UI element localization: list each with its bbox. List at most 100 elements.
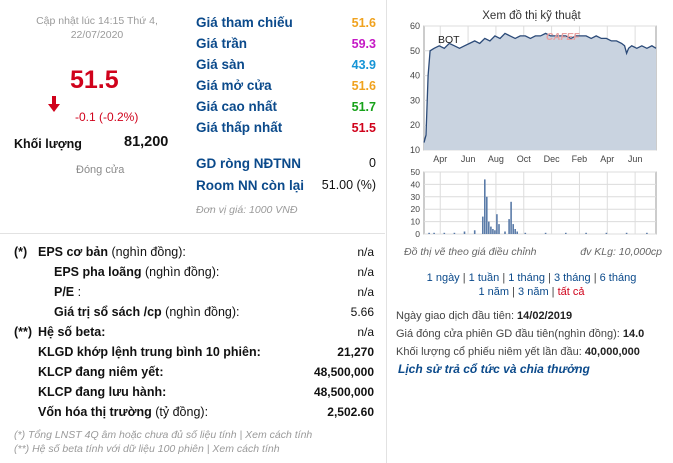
reference-label: Giá mở cửa — [196, 78, 272, 93]
foreign-investor-box: GD ròng NĐTNN 0 Room NN còn lại 51.00 (%… — [196, 152, 376, 196]
fundamental-label: Hệ số beta: — [38, 325, 357, 339]
volume-bar — [510, 201, 512, 234]
price-y-tick-label: 20 — [410, 120, 420, 130]
volume-y-tick-label: 10 — [411, 217, 421, 227]
fundamental-label: Giá trị sổ sách /cp (nghìn đồng): — [38, 305, 351, 319]
volume-bar — [544, 232, 547, 234]
period-option[interactable]: 6 tháng — [599, 272, 637, 284]
reference-value: 51.5 — [351, 120, 376, 135]
reference-price-table: Giá tham chiếu 51.6 Giá trần 59.3 Giá sàn 43.… — [196, 12, 376, 138]
price-x-tick-label: Jun — [628, 154, 643, 164]
fundamental-value: n/a — [357, 265, 374, 279]
first-price-value: 14.0 — [622, 328, 645, 340]
fundamental-row: P/E : n/a — [14, 282, 374, 302]
period-option[interactable]: 3 tháng — [553, 272, 591, 284]
first-volume-value: 40,000,000 — [584, 346, 640, 358]
reference-value: 51.6 — [351, 15, 376, 30]
volume-bar — [585, 232, 587, 234]
technical-chart-link[interactable]: Xem đồ thị kỹ thuật — [482, 10, 581, 22]
first-trade-row: Ngày giao dịch đầu tiên: 14/02/2019 — [396, 307, 668, 325]
volume-value: 81,200 — [124, 134, 169, 150]
period-option[interactable]: 1 tuần — [468, 272, 500, 284]
fundamental-label-main: Vốn hóa thị trường — [38, 405, 152, 419]
volume-bar — [453, 232, 456, 234]
period-separator: | — [544, 272, 554, 284]
period-line-1: 1 ngày | 1 tuần | 1 tháng | 3 tháng | 6 … — [390, 271, 673, 285]
fundamental-label: KLCP đang lưu hành: — [38, 385, 314, 399]
price-y-tick-label: 40 — [410, 71, 420, 81]
price-y-tick-label: 60 — [410, 21, 420, 31]
foreign-room-value: 51.00 (%) — [321, 178, 376, 192]
fundamental-row: (**) Hệ số beta: n/a — [14, 322, 374, 342]
market-status: Đóng cửa — [76, 164, 125, 176]
foreign-room-label: Room NN còn lại — [196, 177, 305, 193]
fundamental-label-main: Giá trị sổ sách /cp — [54, 305, 162, 319]
period-option[interactable]: 3 năm — [518, 286, 549, 298]
price-line — [423, 32, 657, 143]
volume-bar — [605, 232, 608, 234]
fundamental-label: P/E : — [38, 285, 357, 299]
update-time-line2: 22/07/2020 — [70, 29, 124, 41]
fundamental-label: KLCP đang niêm yết: — [38, 365, 314, 379]
column-divider — [386, 0, 387, 463]
period-separator: | — [590, 272, 600, 284]
volume-bar — [494, 230, 496, 234]
volume-bar — [646, 232, 648, 234]
footnote-eps[interactable]: (*) Tổng LNST 4Q âm hoặc chưa đủ số liệu… — [14, 429, 313, 441]
update-time: Cập nhật lúc 14:15 Thứ 4, 22/07/2020 — [22, 14, 172, 42]
period-option[interactable]: tất cả — [557, 286, 585, 298]
fundamental-label-sub: (nghìn đồng): — [161, 305, 240, 319]
fundamental-row: Vốn hóa thị trường (tỷ đồng): 2,502.60 — [14, 402, 374, 422]
reference-row: Giá mở cửa 51.6 — [196, 75, 376, 96]
period-selector: 1 ngày | 1 tuần | 1 tháng | 3 tháng | 6 … — [390, 271, 673, 299]
volume-bar — [463, 231, 466, 234]
price-volume-chart[interactable]: 10 20 30 40 50 60 BOT CAFEF Apr Jun Aug Oct Dec Feb Ap… — [390, 0, 673, 245]
first-volume-label: Khối lượng cổ phiếu niêm yết lần đầu: — [396, 346, 582, 358]
period-option[interactable]: 1 ngày — [426, 272, 460, 284]
period-separator: | — [548, 286, 558, 298]
reference-value: 59.3 — [351, 36, 376, 51]
period-option[interactable]: 1 năm — [478, 286, 510, 298]
price-x-tick-label: Apr — [600, 154, 614, 164]
reference-label: Giá tham chiếu — [196, 15, 293, 30]
volume-plot-frame — [423, 171, 657, 235]
volume-bar — [490, 226, 492, 234]
listing-info: Ngày giao dịch đầu tiên: 14/02/2019 Giá … — [396, 307, 668, 361]
reference-label: Giá thấp nhất — [196, 120, 283, 135]
volume-bar — [524, 232, 527, 234]
price-x-tick-label: Apr — [433, 154, 447, 164]
volume-bar — [498, 224, 500, 234]
foreign-room-row: Room NN còn lại 51.00 (%) — [196, 174, 376, 196]
volume-bar — [514, 229, 516, 234]
volume-y-tick-label: 50 — [411, 167, 421, 177]
reference-row: Giá sàn 43.9 — [196, 54, 376, 75]
period-option[interactable]: 1 tháng — [508, 272, 545, 284]
dividend-history-link[interactable]: Lịch sử trả cổ tức và chia thưởng — [398, 362, 590, 376]
fundamental-label: EPS pha loãng (nghìn đồng): — [38, 265, 357, 279]
price-y-tick-label: 10 — [410, 145, 420, 155]
fundamental-value: 2,502.60 — [327, 405, 374, 419]
first-trade-value: 14/02/2019 — [517, 310, 573, 322]
volume-bar — [496, 214, 498, 234]
volume-bar — [504, 231, 506, 234]
footnote-beta[interactable]: (**) Hệ số beta tính với dữ liệu 100 phi… — [14, 443, 280, 455]
price-area — [424, 33, 656, 150]
volume-bar — [428, 232, 430, 234]
price-x-tick-label: Aug — [488, 154, 504, 164]
chart-ticker: BOT — [438, 34, 460, 46]
fundamental-label: KLGD khớp lệnh trung bình 10 phiên: — [38, 345, 337, 359]
reference-value: 51.6 — [351, 78, 376, 93]
price-y-tick-label: 50 — [410, 46, 420, 56]
fundamental-label-main: KLGD khớp lệnh trung bình 10 phiên: — [38, 345, 261, 359]
fundamental-value: n/a — [357, 285, 374, 299]
reference-label: Giá sàn — [196, 57, 245, 72]
volume-bar — [625, 232, 628, 234]
price-box: Cập nhật lúc 14:15 Thứ 4, 22/07/2020 51.… — [0, 0, 185, 200]
fundamentals-list: (*) EPS cơ bản (nghìn đồng): n/a EPS pha lo… — [14, 242, 374, 422]
foreign-net-value: 0 — [369, 156, 376, 170]
fundamental-row: EPS pha loãng (nghìn đồng): n/a — [14, 262, 374, 282]
fundamental-value: n/a — [357, 245, 374, 259]
divider — [0, 233, 385, 234]
reference-row: Giá cao nhất 51.7 — [196, 96, 376, 117]
fundamental-value: 21,270 — [337, 345, 374, 359]
